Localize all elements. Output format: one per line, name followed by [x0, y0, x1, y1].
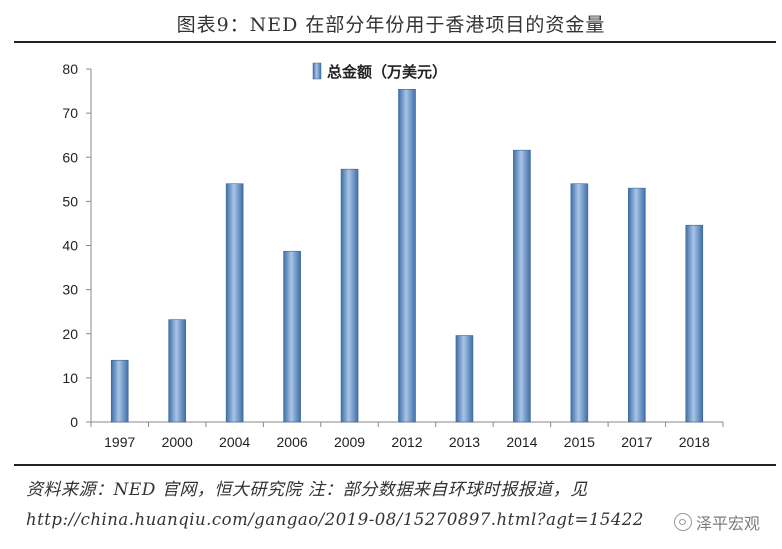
bar-2000 — [168, 319, 186, 423]
source-note: 资料来源：NED 官网，恒大研究院 注：部分数据来自环球时报报道，见 — [26, 480, 588, 500]
source-url[interactable]: http://china.huanqiu.com/gangao/2019-08/… — [26, 510, 644, 529]
bar-2006 — [283, 250, 301, 423]
bar-2017 — [628, 187, 646, 423]
x-tick-label: 1997 — [104, 434, 135, 450]
title-divider — [14, 41, 776, 43]
y-tick-label: 20 — [62, 326, 78, 342]
x-tick-label: 2015 — [564, 434, 595, 450]
bar-2013 — [455, 335, 474, 423]
bar-2014 — [513, 149, 531, 423]
watermark-text: 泽平宏观 — [695, 514, 760, 533]
bar-chart: 0 10 20 30 40 50 60 70 80 1997 2000 2004 2006 2009 201… — [62, 61, 724, 450]
y-tick-label: 30 — [62, 282, 78, 298]
y-tick-label: 80 — [62, 61, 78, 77]
x-tick-label: 2004 — [219, 434, 250, 450]
bar-2015 — [570, 183, 589, 423]
wechat-icon — [673, 513, 692, 531]
bar-2004 — [225, 183, 244, 423]
x-tick-label: 2013 — [449, 434, 480, 450]
y-tick-label: 0 — [70, 414, 78, 430]
bar-2018 — [685, 224, 704, 423]
bar-1997 — [110, 359, 129, 423]
x-tick-label: 2000 — [162, 434, 193, 450]
bar-2012 — [398, 88, 416, 423]
bar-2009 — [340, 168, 359, 423]
legend-swatch — [312, 62, 322, 80]
footer-divider — [14, 464, 776, 466]
watermark: 泽平宏观 — [673, 510, 760, 534]
x-tick-label: 2014 — [506, 434, 537, 450]
y-tick-label: 60 — [62, 149, 78, 165]
x-tick-label: 2012 — [391, 434, 422, 450]
x-tick-label: 2006 — [277, 434, 308, 450]
legend-label: 总金额（万美元） — [327, 63, 447, 81]
y-tick-label: 70 — [62, 105, 78, 121]
x-tick-label: 2009 — [334, 434, 365, 450]
y-tick-label: 40 — [62, 238, 78, 254]
y-tick-label: 10 — [62, 370, 78, 386]
y-tick-label: 50 — [62, 193, 78, 209]
x-tick-label: 2018 — [679, 434, 710, 450]
chart-title: 图表9：NED 在部分年份用于香港项目的资金量 — [176, 14, 606, 36]
x-tick-label: 2017 — [621, 434, 652, 450]
